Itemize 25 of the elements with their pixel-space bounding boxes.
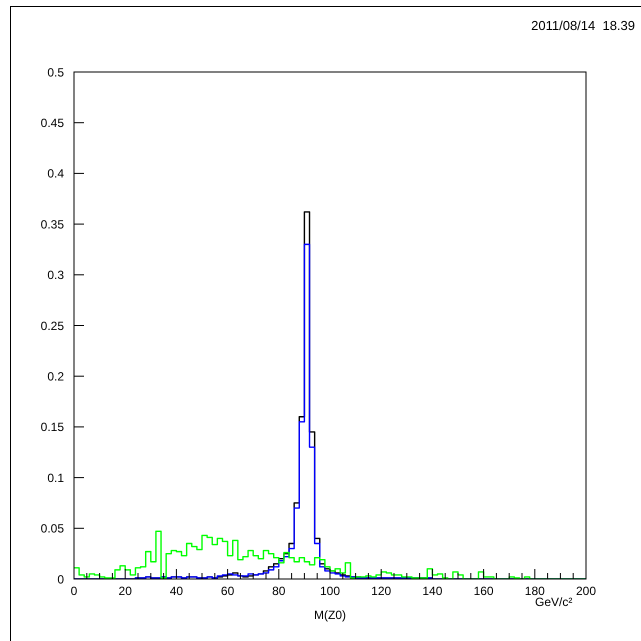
y-tick-label: 0.15 <box>40 420 64 434</box>
x-tick-label: 40 <box>170 584 184 598</box>
x-tick-label: 80 <box>272 584 286 598</box>
y-tick-label: 0.3 <box>47 268 64 282</box>
y-tick-label: 0.4 <box>47 166 64 181</box>
x-tick-label: 60 <box>220 584 235 598</box>
text: 2011/08/14 18.39 <box>531 18 635 33</box>
y-tick-label: 0.05 <box>40 522 64 536</box>
x-tick-label: 100 <box>320 584 340 598</box>
y-tick-label: 0.5 <box>47 65 64 80</box>
text: GeV/c² <box>535 595 572 609</box>
y-tick-label: 0.45 <box>40 116 64 130</box>
x-tick-label: 20 <box>118 584 132 598</box>
y-tick-label: 0.2 <box>47 369 64 384</box>
x-tick-label: 160 <box>474 584 494 598</box>
y-tick-label: 0.35 <box>40 217 64 232</box>
x-tick-label: 180 <box>524 584 546 598</box>
x-tick-label: 140 <box>422 584 443 598</box>
y-tick-label: 0.1 <box>47 470 64 485</box>
y-tick-label: 0.25 <box>40 318 64 333</box>
x-tick-label: 120 <box>371 584 392 598</box>
x-axis-title: M(Z0) <box>314 608 346 622</box>
x-tick-label: 0 <box>70 584 78 598</box>
x-tick-label: 200 <box>576 584 596 598</box>
y-tick-label: 0 <box>57 572 64 586</box>
